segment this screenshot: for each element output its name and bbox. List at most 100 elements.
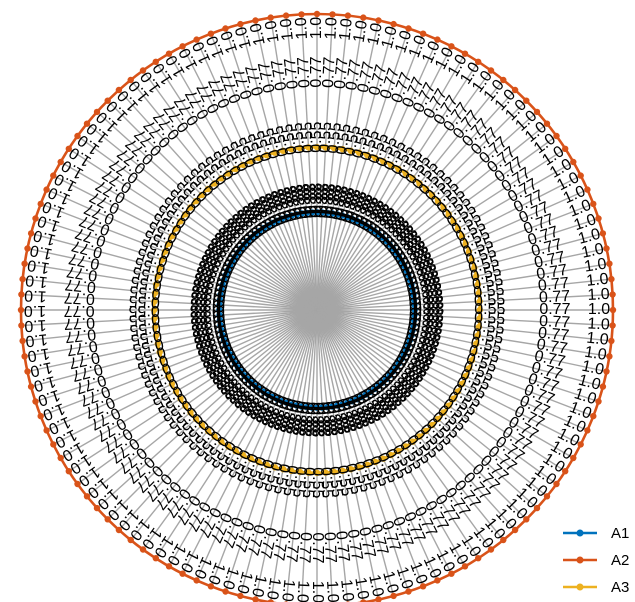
series-point xyxy=(207,30,215,37)
series-point xyxy=(344,12,352,19)
data-label: 0.33 xyxy=(411,281,445,303)
spoke-line xyxy=(224,309,318,592)
legend-marker xyxy=(576,529,584,537)
series-point xyxy=(608,275,615,283)
series-point xyxy=(204,185,212,193)
series-point xyxy=(219,332,226,339)
data-label: 0.33 xyxy=(189,307,221,326)
series-point xyxy=(422,427,430,435)
series-point xyxy=(293,211,300,218)
data-label: 0.77 xyxy=(64,275,97,295)
data-label: 0.33 xyxy=(194,316,228,338)
series-point xyxy=(218,286,225,293)
data-label: 0.33 xyxy=(289,187,311,221)
series-point xyxy=(475,555,482,562)
spoke-line xyxy=(316,17,364,311)
series-point xyxy=(296,468,304,476)
series-point xyxy=(282,12,290,19)
data-label: 0.33 xyxy=(329,402,352,436)
series-point xyxy=(216,301,223,309)
spoke-line xyxy=(35,309,318,403)
spoke-line xyxy=(239,23,318,311)
series-point xyxy=(192,415,200,423)
series-point xyxy=(288,212,295,219)
series-point xyxy=(408,281,415,288)
series-point xyxy=(410,317,418,324)
series-point xyxy=(313,10,321,18)
spoke-line xyxy=(316,309,574,459)
series-point xyxy=(411,311,418,319)
spoke-line xyxy=(96,111,318,311)
data-label: 0.33 xyxy=(412,311,445,331)
series-point xyxy=(329,11,336,18)
series-point xyxy=(458,380,466,388)
spoke-line xyxy=(22,278,318,311)
series-point xyxy=(225,443,232,450)
spoke-line xyxy=(40,203,318,311)
data-label: 0.55 xyxy=(309,467,326,498)
data-label: 1.0 xyxy=(26,256,51,276)
series-point xyxy=(216,296,224,303)
series-point xyxy=(222,271,229,279)
series-point xyxy=(606,353,613,360)
series-point xyxy=(232,165,239,173)
spoke-line xyxy=(24,309,318,357)
data-label: 0.33 xyxy=(308,183,325,214)
series-point xyxy=(308,209,316,216)
series-point xyxy=(252,17,259,24)
data-label: 0.77 xyxy=(63,313,95,332)
series-point xyxy=(339,401,346,408)
series-point xyxy=(595,215,602,222)
series-point xyxy=(93,108,101,116)
data-label: 0.55 xyxy=(325,465,345,498)
spoke-line xyxy=(21,293,318,311)
data-label: 0.77 xyxy=(256,526,279,560)
data-label: 1.0 xyxy=(218,29,241,56)
spoke-line xyxy=(130,79,318,311)
data-label: 1.0 xyxy=(379,569,401,595)
data-label: 0.33 xyxy=(405,276,439,299)
series-point xyxy=(476,298,483,305)
series-point xyxy=(448,43,455,50)
series-point xyxy=(153,281,160,288)
spoke-line xyxy=(316,232,604,311)
data-label: 0.33 xyxy=(189,295,221,314)
series-point xyxy=(390,20,397,28)
data-label: 1.0 xyxy=(393,565,416,592)
data-label: 0.77 xyxy=(65,262,99,284)
spoke-line xyxy=(27,247,318,311)
data-label: 0.33 xyxy=(309,402,326,433)
series-point xyxy=(161,365,169,372)
data-label: 0.33 xyxy=(302,182,321,214)
series-point xyxy=(445,211,452,218)
series-point xyxy=(410,291,417,298)
series-point xyxy=(216,306,223,314)
series-point xyxy=(127,76,134,84)
series-point xyxy=(609,322,616,329)
series-rings xyxy=(17,10,617,602)
series-point xyxy=(411,301,418,309)
spoke-line xyxy=(316,309,479,559)
series-point xyxy=(154,340,161,347)
series-point xyxy=(487,546,495,553)
series-point xyxy=(533,108,541,116)
spoke-line xyxy=(300,14,318,311)
series-point xyxy=(237,20,244,28)
series-point xyxy=(305,469,312,476)
series-point xyxy=(434,36,441,43)
series-point xyxy=(461,50,469,57)
data-label: 1.0 xyxy=(365,573,386,598)
series-point xyxy=(465,365,473,372)
data-label: 0.77 xyxy=(539,288,571,307)
series-point xyxy=(24,245,31,252)
series-point xyxy=(380,158,387,165)
data-label: 0.33 xyxy=(302,406,321,438)
spoke-line xyxy=(168,53,318,311)
data-label: 0.55 xyxy=(471,272,505,294)
data-label: 1.0 xyxy=(248,573,269,598)
data-label: 0.33 xyxy=(302,186,321,218)
data-label: 0.33 xyxy=(319,405,339,438)
series-point xyxy=(50,172,57,179)
series-point xyxy=(204,427,212,435)
series-point xyxy=(416,433,423,440)
